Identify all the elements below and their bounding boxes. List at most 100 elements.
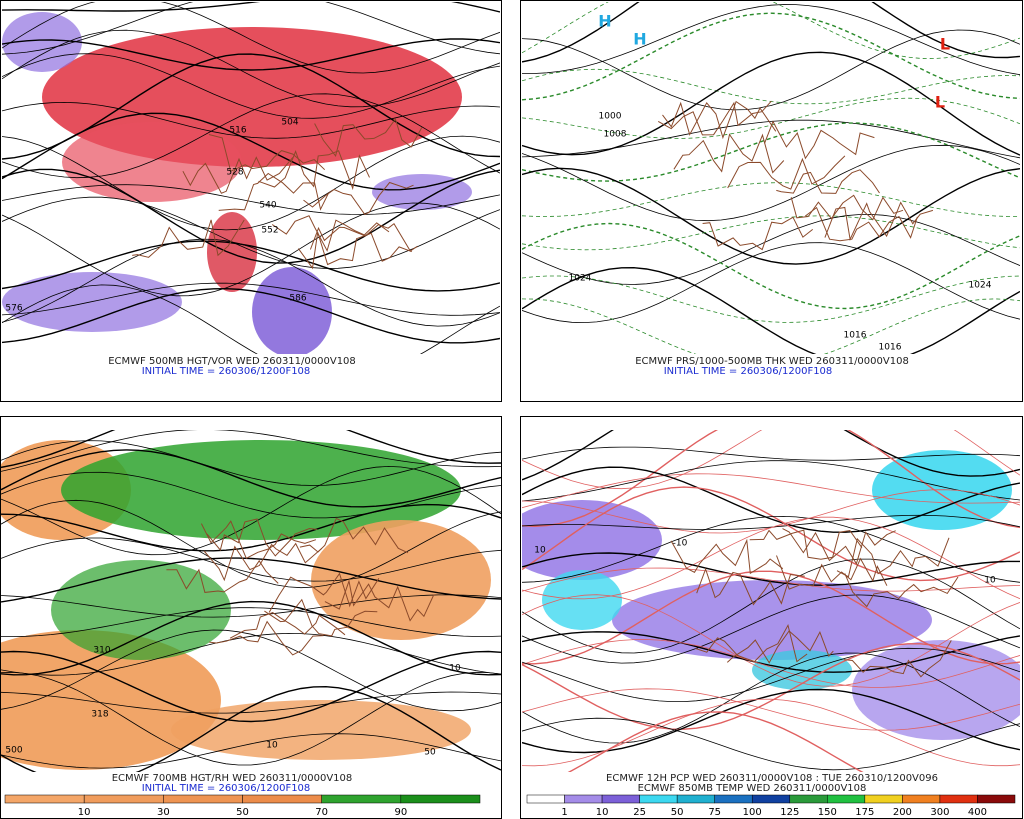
- contour: [1, 430, 501, 472]
- coastline: [297, 232, 412, 270]
- map-body: [522, 2, 1020, 354]
- frame: [520, 0, 1023, 402]
- colorbar-label: 90: [394, 807, 407, 818]
- colorbar-label: 75: [708, 807, 721, 818]
- coastline: [843, 640, 952, 678]
- contour: [522, 97, 1020, 139]
- contour: [522, 182, 1020, 217]
- contour-label: 1008: [604, 130, 627, 140]
- contour: [1, 594, 501, 618]
- contour: [522, 631, 1020, 673]
- shaded-area: [852, 640, 1020, 740]
- coastline: [824, 201, 934, 241]
- contour: [2, 53, 500, 119]
- contour: [522, 4, 1020, 76]
- contour-label: 586: [289, 294, 306, 304]
- maps: [1, 2, 1020, 772]
- shaded-area: [62, 122, 242, 202]
- contour: [522, 515, 1020, 583]
- contour: [522, 594, 1020, 664]
- colorbar-label: 125: [780, 807, 799, 818]
- contour: [2, 287, 500, 344]
- coastline: [782, 528, 896, 565]
- colorbar-cell: [977, 794, 1016, 804]
- shaded-area: [1, 630, 221, 770]
- contour: [522, 717, 1020, 771]
- contour: [522, 698, 1020, 767]
- shaded-area: [207, 212, 257, 292]
- contour-label: 1000: [599, 112, 622, 122]
- contour: [522, 430, 1020, 529]
- colorbar-label: 1: [561, 807, 567, 818]
- coastline: [258, 149, 370, 191]
- contour: [522, 144, 1020, 222]
- contour: [2, 112, 500, 191]
- contour: [2, 2, 500, 74]
- contour-label: 318: [91, 710, 108, 720]
- contour-label: 528: [226, 168, 243, 178]
- contour: [522, 446, 1020, 461]
- colorbar-label: 50: [236, 807, 249, 818]
- contour-label: 10: [984, 576, 996, 586]
- contour: [522, 552, 1020, 586]
- coastline: [657, 100, 772, 136]
- map: [522, 430, 1020, 772]
- contour: [522, 213, 1020, 285]
- contour: [1, 671, 501, 766]
- contour-label: 576: [5, 304, 22, 314]
- contour: [522, 514, 1020, 530]
- contour: [1, 650, 501, 723]
- contour: [1, 499, 501, 589]
- shaded-area: [542, 570, 622, 630]
- contour: [1, 503, 501, 552]
- colorbar-cell: [564, 794, 603, 804]
- map: [1, 430, 501, 772]
- contour: [522, 460, 1020, 502]
- colorbar-cell: [751, 794, 791, 804]
- coastline: [776, 555, 888, 590]
- map-body: [2, 2, 500, 354]
- contour: [522, 119, 1020, 159]
- coastline: [182, 156, 294, 194]
- contour: [522, 29, 1020, 111]
- contour-label: L: [940, 35, 950, 54]
- contour: [522, 430, 1020, 481]
- contour: [2, 93, 500, 179]
- contour-label: 10: [534, 546, 546, 556]
- colorbar-label: 70: [315, 807, 328, 818]
- coastline: [844, 573, 959, 608]
- contour: [1, 600, 501, 676]
- init-time: INITIAL TIME = 260306/1200F108: [142, 783, 311, 794]
- shaded-area: [51, 560, 231, 660]
- contour-label: 50: [424, 748, 436, 758]
- coastline: [673, 133, 785, 174]
- contour: [2, 238, 500, 327]
- caption: ECMWF 500MB HGT/VOR WED 260311/0000V108: [108, 356, 356, 367]
- contour: [1, 685, 501, 772]
- contour: [1, 430, 501, 469]
- colorbar-cell: [400, 794, 481, 804]
- contour-label: H: [598, 12, 611, 31]
- contour: [2, 184, 500, 215]
- coastline: [836, 537, 950, 578]
- shaded-area: [522, 500, 662, 580]
- captions: ECMWF 500MB HGT/VOR WED 260311/0000V108 …: [108, 356, 938, 794]
- coastline: [662, 100, 777, 140]
- contour: [522, 647, 1020, 702]
- contour-label: 540: [259, 201, 276, 211]
- colorbar-cell: [163, 794, 243, 804]
- contour-label: 504: [281, 118, 298, 128]
- contour-label: 10: [449, 664, 461, 674]
- contour-label: -10: [673, 539, 688, 549]
- contour: [1, 733, 501, 769]
- colorbar-cell: [714, 794, 753, 804]
- contour: [522, 266, 1020, 354]
- caption: ECMWF 700MB HGT/RH WED 260311/0000V108: [112, 773, 353, 784]
- coastline: [696, 567, 805, 606]
- contour: [567, 711, 864, 772]
- contour: [522, 215, 1020, 251]
- contour-label: 552: [261, 226, 278, 236]
- shaded-area: [252, 267, 332, 354]
- coastline: [264, 598, 378, 637]
